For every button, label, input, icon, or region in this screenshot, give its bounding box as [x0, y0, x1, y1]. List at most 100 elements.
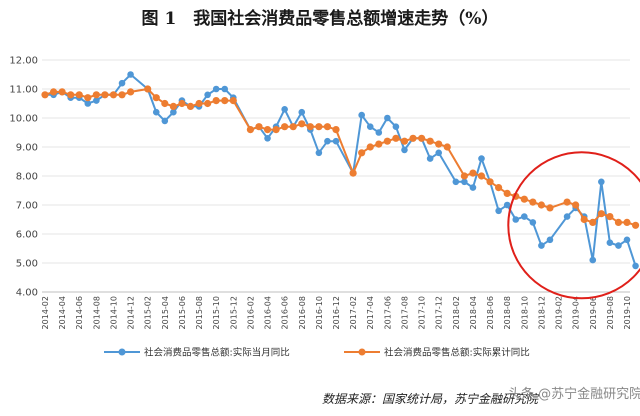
- x-tick-label: 2017-06: [383, 296, 392, 329]
- x-tick-label: 2017-04: [366, 296, 375, 329]
- data-point: [204, 91, 211, 99]
- data-point: [426, 137, 434, 145]
- data-point: [606, 213, 614, 221]
- y-tick-label: 9.00: [16, 143, 38, 154]
- x-tick-label: 2019-02: [555, 296, 564, 329]
- y-tick-label: 7.00: [16, 201, 38, 212]
- x-tick-label: 2018-10: [520, 296, 529, 329]
- x-tick-label: 2017-02: [349, 296, 358, 329]
- data-point: [255, 123, 263, 131]
- data-point: [375, 129, 383, 136]
- data-point: [263, 126, 272, 134]
- data-point: [478, 155, 485, 162]
- data-point: [546, 236, 554, 244]
- x-tick-label: 2014-10: [109, 296, 118, 329]
- y-tick-label: 6.00: [16, 230, 38, 241]
- data-point: [469, 169, 477, 177]
- x-tick-label: 2016-06: [281, 296, 290, 329]
- data-point: [495, 184, 503, 192]
- data-point: [221, 97, 229, 105]
- data-point: [358, 111, 365, 119]
- data-point: [572, 201, 580, 209]
- x-tick-label: 2016-02: [246, 296, 255, 329]
- data-point: [170, 108, 177, 116]
- data-point: [392, 134, 400, 142]
- y-axis: 4.00 5.00 6.00 7.00 8.00 9.00 10.00 11.00 12.00: [9, 56, 38, 299]
- data-point: [75, 91, 83, 99]
- data-point: [178, 99, 186, 108]
- data-point: [118, 79, 126, 87]
- data-point: [503, 189, 511, 197]
- x-tick-label: 2015-08: [195, 296, 204, 329]
- x-tick-label: 2017-10: [418, 296, 427, 329]
- x-tick-label: 2014-12: [127, 296, 136, 329]
- x-tick-label: 2016-08: [298, 296, 307, 329]
- data-point: [417, 134, 426, 142]
- data-point: [486, 178, 494, 186]
- x-tick-label: 2017-12: [435, 296, 444, 329]
- data-point: [443, 143, 451, 151]
- data-point: [323, 123, 332, 131]
- x-tick-label: 2019-08: [606, 296, 615, 329]
- data-point: [383, 137, 391, 145]
- data-point: [67, 91, 75, 99]
- y-tick-label: 11.00: [9, 85, 38, 96]
- data-point: [229, 97, 237, 105]
- x-tick-label: 2015-12: [229, 296, 238, 329]
- data-point: [538, 242, 545, 249]
- data-point: [529, 198, 537, 206]
- y-tick-label: 12.00: [9, 56, 38, 67]
- x-tick-label: 2016-12: [332, 296, 341, 329]
- x-tick-label: 2014-06: [75, 296, 84, 329]
- y-tick-label: 10.00: [9, 114, 38, 125]
- data-point: [144, 85, 152, 93]
- chart-title: 图 1 我国社会消费品零售总额增速走势（%）: [142, 8, 499, 29]
- data-point: [632, 262, 639, 270]
- data-point: [520, 195, 528, 203]
- data-point: [614, 218, 623, 226]
- data-point: [623, 236, 631, 244]
- data-point: [84, 100, 92, 107]
- x-tick-label: 2018-08: [503, 296, 512, 329]
- data-point: [409, 134, 417, 142]
- data-point: [152, 94, 160, 102]
- data-point: [435, 149, 443, 157]
- legend: 社会消费品零售总额:实际当月同比 社会消费品零售总额:实际累计同比: [104, 347, 530, 359]
- data-point: [49, 88, 58, 96]
- data-point: [127, 71, 134, 78]
- data-point: [204, 99, 212, 108]
- data-point: [289, 123, 297, 131]
- data-point: [92, 91, 100, 99]
- x-tick-label: 2014-02: [41, 296, 50, 329]
- x-tick-label: 2018-02: [452, 296, 461, 329]
- x-tick-label: 2015-06: [178, 296, 187, 329]
- x-tick-label: 2018-04: [469, 296, 478, 329]
- data-point: [169, 102, 177, 110]
- data-point: [469, 184, 477, 191]
- x-tick-label: 2019-04: [572, 296, 581, 329]
- data-point: [186, 102, 195, 110]
- data-point: [298, 108, 306, 116]
- x-tick-label: 2016-04: [264, 296, 273, 329]
- data-point: [546, 204, 554, 212]
- data-point: [495, 207, 502, 215]
- watermark: 头条 @苏宁金融研究院: [508, 386, 640, 402]
- data-point: [563, 198, 571, 206]
- series-line-0: [45, 73, 637, 267]
- data-point: [400, 137, 409, 145]
- data-point: [512, 216, 520, 223]
- series-group: [41, 71, 640, 270]
- data-point: [161, 99, 169, 108]
- x-tick-label: 2015-04: [161, 296, 170, 329]
- x-tick-label: 2014-04: [58, 296, 67, 329]
- data-point: [580, 215, 588, 224]
- legend-label-monthly: 社会消费品零售总额:实际当月同比: [144, 347, 290, 359]
- data-point: [332, 126, 340, 134]
- x-tick-label: 2019-10: [623, 296, 632, 329]
- data-point: [298, 120, 306, 128]
- data-point: [615, 242, 622, 249]
- data-point: [375, 140, 383, 148]
- x-tick-label: 2018-06: [486, 296, 495, 329]
- data-point: [426, 155, 434, 162]
